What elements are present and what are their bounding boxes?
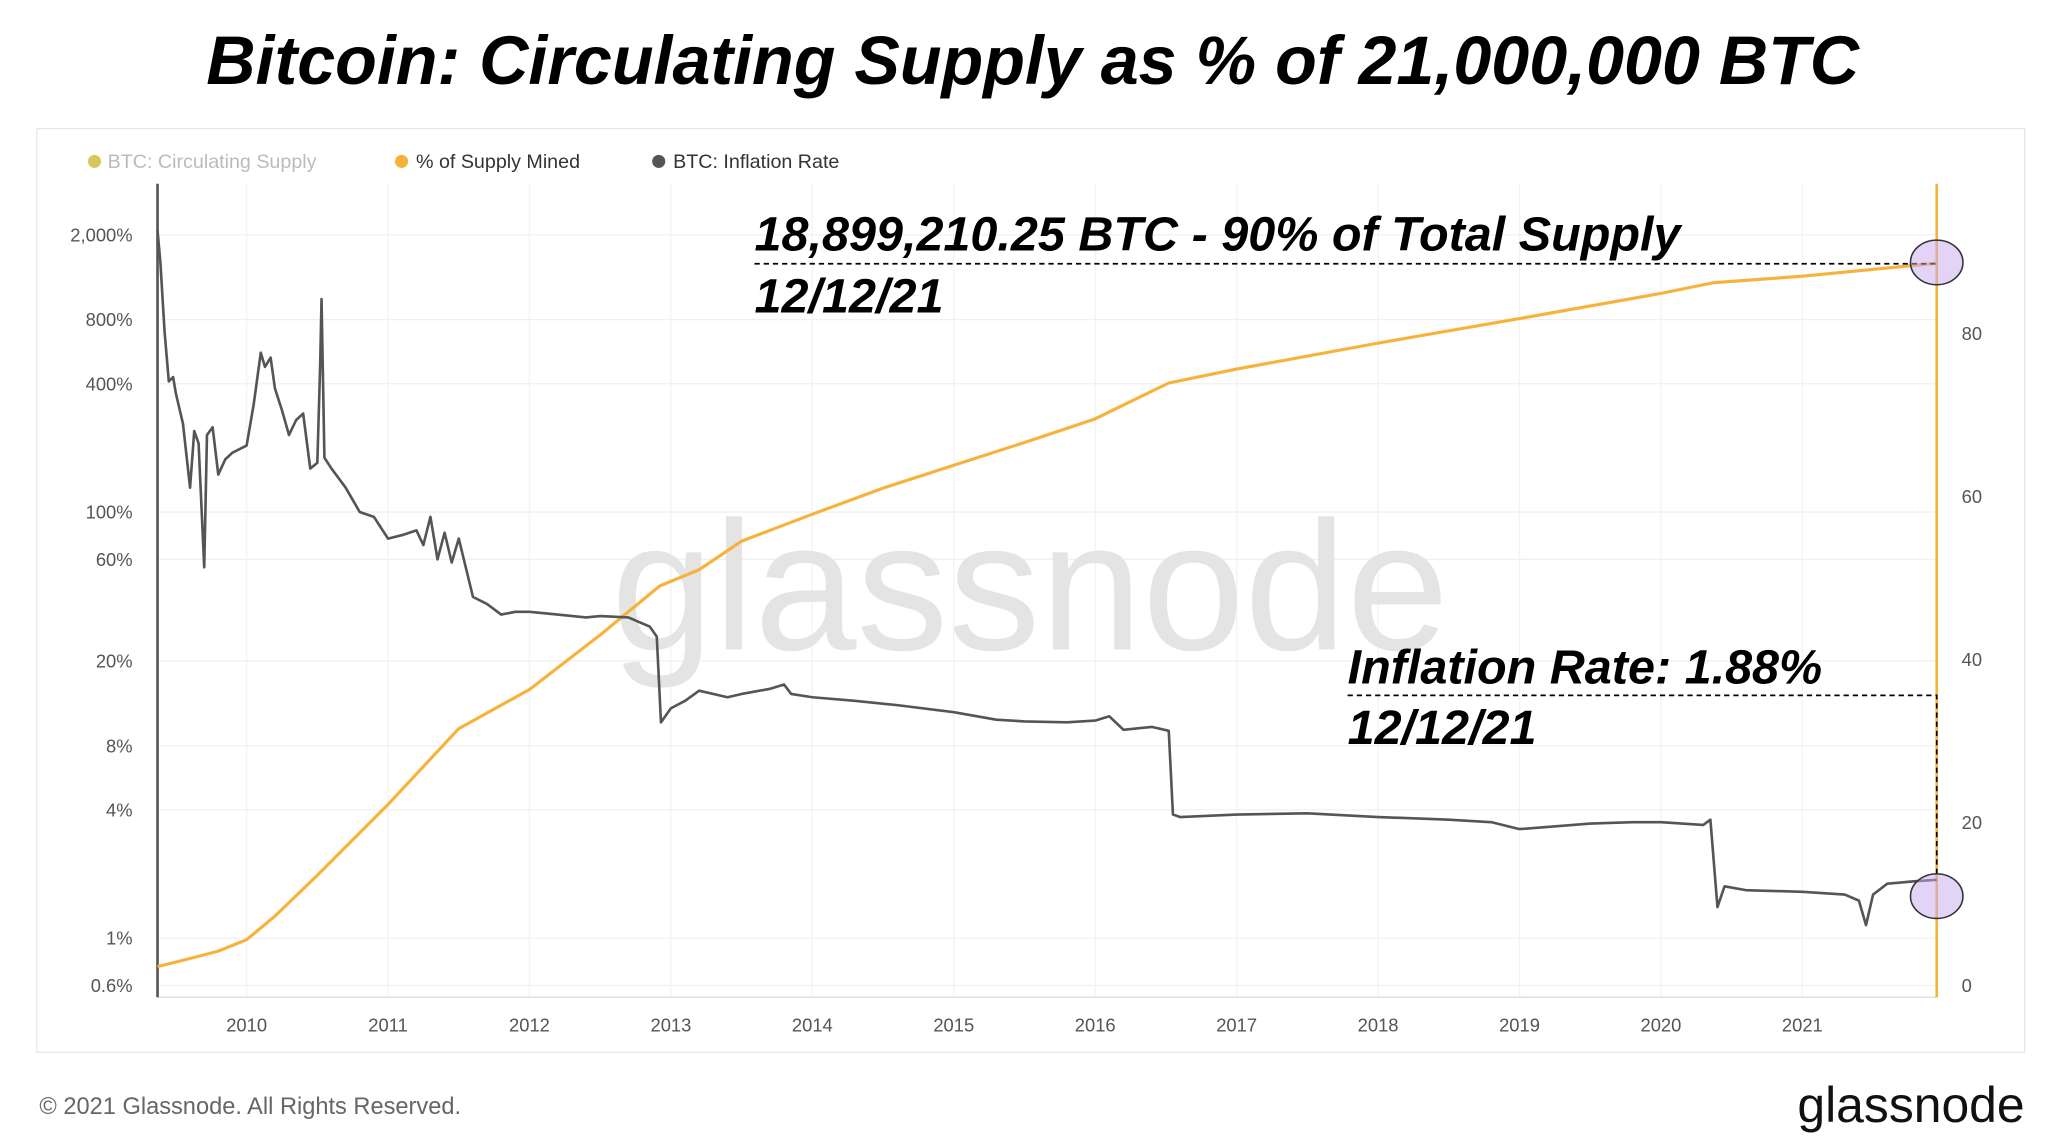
x-tick-label: 2021	[1782, 1014, 1823, 1035]
y-left-tick-label: 400%	[86, 373, 133, 394]
y-left-tick-label: 1%	[106, 928, 133, 949]
chart-title: Bitcoin: Circulating Supply as % of 21,0…	[206, 23, 1861, 99]
highlight-circle	[1909, 873, 1964, 920]
x-tick-label: 2019	[1499, 1014, 1540, 1035]
x-tick-label: 2010	[226, 1014, 267, 1035]
x-tick-label: 2012	[509, 1014, 550, 1035]
annotation-supply-text: 18,899,210.25 BTC - 90% of Total Supply	[755, 208, 1683, 262]
legend-item-circulating-supply[interactable]: BTC: Circulating Supply	[87, 151, 317, 173]
y-right-tick-label: 60	[1962, 486, 1982, 507]
legend-dot-icon	[652, 154, 666, 168]
y-left-tick-label: 4%	[106, 799, 133, 820]
y-left-tick-label: 0.6%	[91, 975, 133, 996]
x-tick-label: 2011	[368, 1014, 407, 1035]
legend-item-inflation-rate[interactable]: BTC: Inflation Rate	[652, 151, 839, 173]
legend-label: BTC: Inflation Rate	[673, 151, 839, 173]
legend-dot-icon	[395, 154, 409, 168]
x-tick-label: 2020	[1641, 1014, 1682, 1035]
inflation-rate-line	[156, 230, 1937, 927]
chart-panel	[36, 127, 2026, 1053]
glassnode-logo: glassnode	[1797, 1077, 2024, 1133]
legend-label: BTC: Circulating Supply	[108, 151, 317, 173]
x-tick-label: 2015	[933, 1014, 974, 1035]
highlight-circle	[1909, 239, 1964, 286]
x-tick-label: 2017	[1216, 1014, 1257, 1035]
y-right-tick-label: 20	[1962, 812, 1982, 833]
x-tick-label: 2014	[792, 1014, 833, 1035]
y-left-tick-label: 2,000%	[70, 224, 132, 245]
annotation-supply-date: 12/12/21	[755, 269, 944, 323]
annotation-inflation-dashed-line	[1347, 694, 1938, 877]
y-right-tick-label: 40	[1962, 649, 1982, 670]
x-tick-label: 2018	[1358, 1014, 1399, 1035]
y-left-tick-label: 20%	[96, 651, 133, 672]
grid	[157, 183, 1937, 998]
annotation-supply: 18,899,210.25 BTC - 90% of Total Supply …	[754, 208, 1964, 323]
axes: 2,000% 800% 400% 100% 60% 20% 8% 4% 1% 0.6% 80 60 40…	[70, 183, 1982, 1035]
legend-dot-icon	[87, 154, 102, 168]
x-tick-label: 2013	[650, 1014, 691, 1035]
y-left-tick-label: 800%	[86, 309, 133, 330]
annotation-inflation-date: 12/12/21	[1348, 701, 1537, 755]
annotation-inflation: Inflation Rate: 1.88% 12/12/21	[1347, 641, 1964, 920]
y-left-tick-label: 100%	[86, 502, 133, 523]
x-tick-label: 2016	[1075, 1014, 1116, 1035]
watermark: glassnode	[611, 483, 1448, 688]
legend: BTC: Circulating Supply % of Supply Mine…	[87, 151, 839, 173]
y-left-tick-label: 60%	[96, 549, 133, 570]
supply-mined-line	[157, 261, 1937, 969]
annotation-inflation-text: Inflation Rate: 1.88%	[1348, 641, 1823, 695]
legend-label: % of Supply Mined	[416, 151, 580, 173]
legend-item-supply-mined[interactable]: % of Supply Mined	[395, 151, 580, 173]
footer-copyright: © 2021 Glassnode. All Rights Reserved.	[39, 1094, 461, 1120]
y-left-tick-label: 8%	[106, 735, 133, 756]
series-layer	[156, 230, 1937, 969]
y-right-tick-label: 80	[1962, 323, 1982, 344]
y-right-tick-label: 0	[1962, 975, 1972, 996]
